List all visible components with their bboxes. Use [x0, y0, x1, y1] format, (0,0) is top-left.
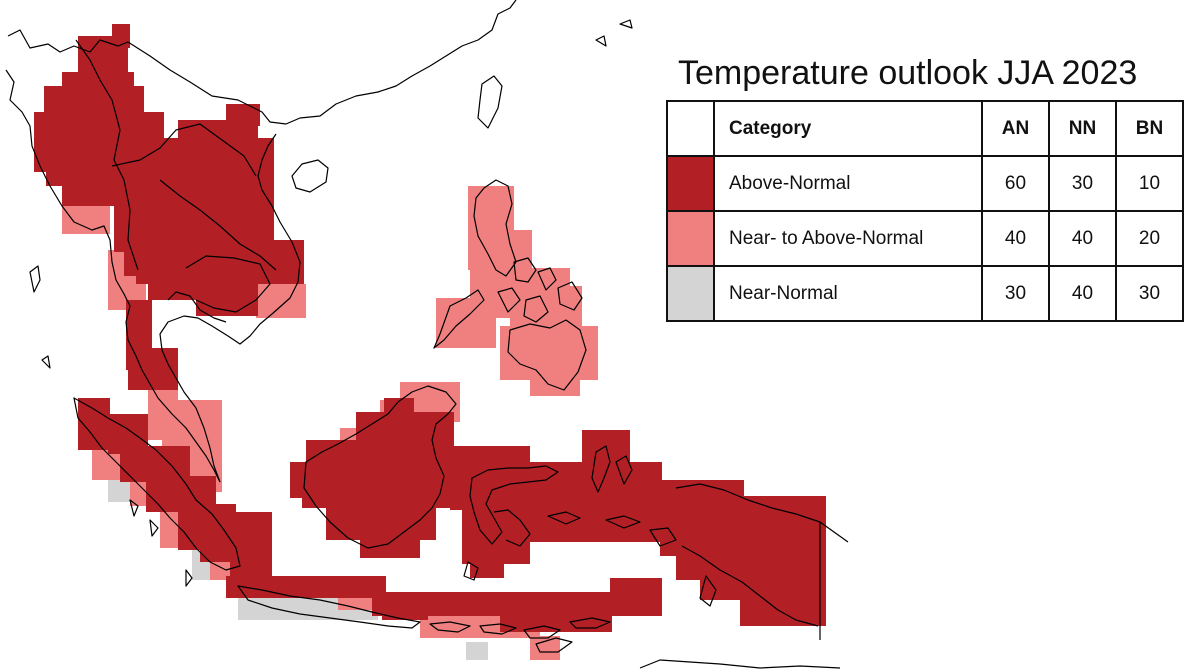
legend-nn-value: 40 — [1048, 265, 1117, 322]
legend-category-label: Above-Normal — [713, 155, 983, 212]
legend-row-above-normal: Above-Normal 60 30 10 — [666, 155, 1184, 212]
legend-bn-value: 30 — [1115, 265, 1184, 322]
legend-category-label: Near-Normal — [713, 265, 983, 322]
legend-swatch-near-to-above-normal — [666, 210, 715, 267]
legend-an-value: 60 — [981, 155, 1050, 212]
legend-category-label: Near- to Above-Normal — [713, 210, 983, 267]
legend-header-category: Category — [713, 100, 983, 157]
legend-nn-value: 40 — [1048, 210, 1117, 267]
legend-an-value: 30 — [981, 265, 1050, 322]
legend-header-bn: BN — [1115, 100, 1184, 157]
legend-row-near-normal: Near-Normal 30 40 30 — [666, 265, 1184, 322]
map-title: Temperature outlook JJA 2023 — [678, 54, 1138, 92]
legend-table: Category AN NN BN Above-Normal 60 30 10 … — [666, 100, 1184, 322]
legend-header-row: Category AN NN BN — [666, 100, 1184, 157]
legend-header-an: AN — [981, 100, 1050, 157]
legend-swatch-near-normal — [666, 265, 715, 322]
legend-bn-value: 20 — [1115, 210, 1184, 267]
legend-swatch-above-normal — [666, 155, 715, 212]
legend-an-value: 40 — [981, 210, 1050, 267]
legend-nn-value: 30 — [1048, 155, 1117, 212]
coastlines — [5, 0, 849, 669]
legend-bn-value: 10 — [1115, 155, 1184, 212]
legend-row-near-to-above-normal: Near- to Above-Normal 40 40 20 — [666, 210, 1184, 267]
legend-header-swatch — [666, 100, 715, 157]
legend-header-nn: NN — [1048, 100, 1117, 157]
outlook-map — [5, 0, 849, 669]
